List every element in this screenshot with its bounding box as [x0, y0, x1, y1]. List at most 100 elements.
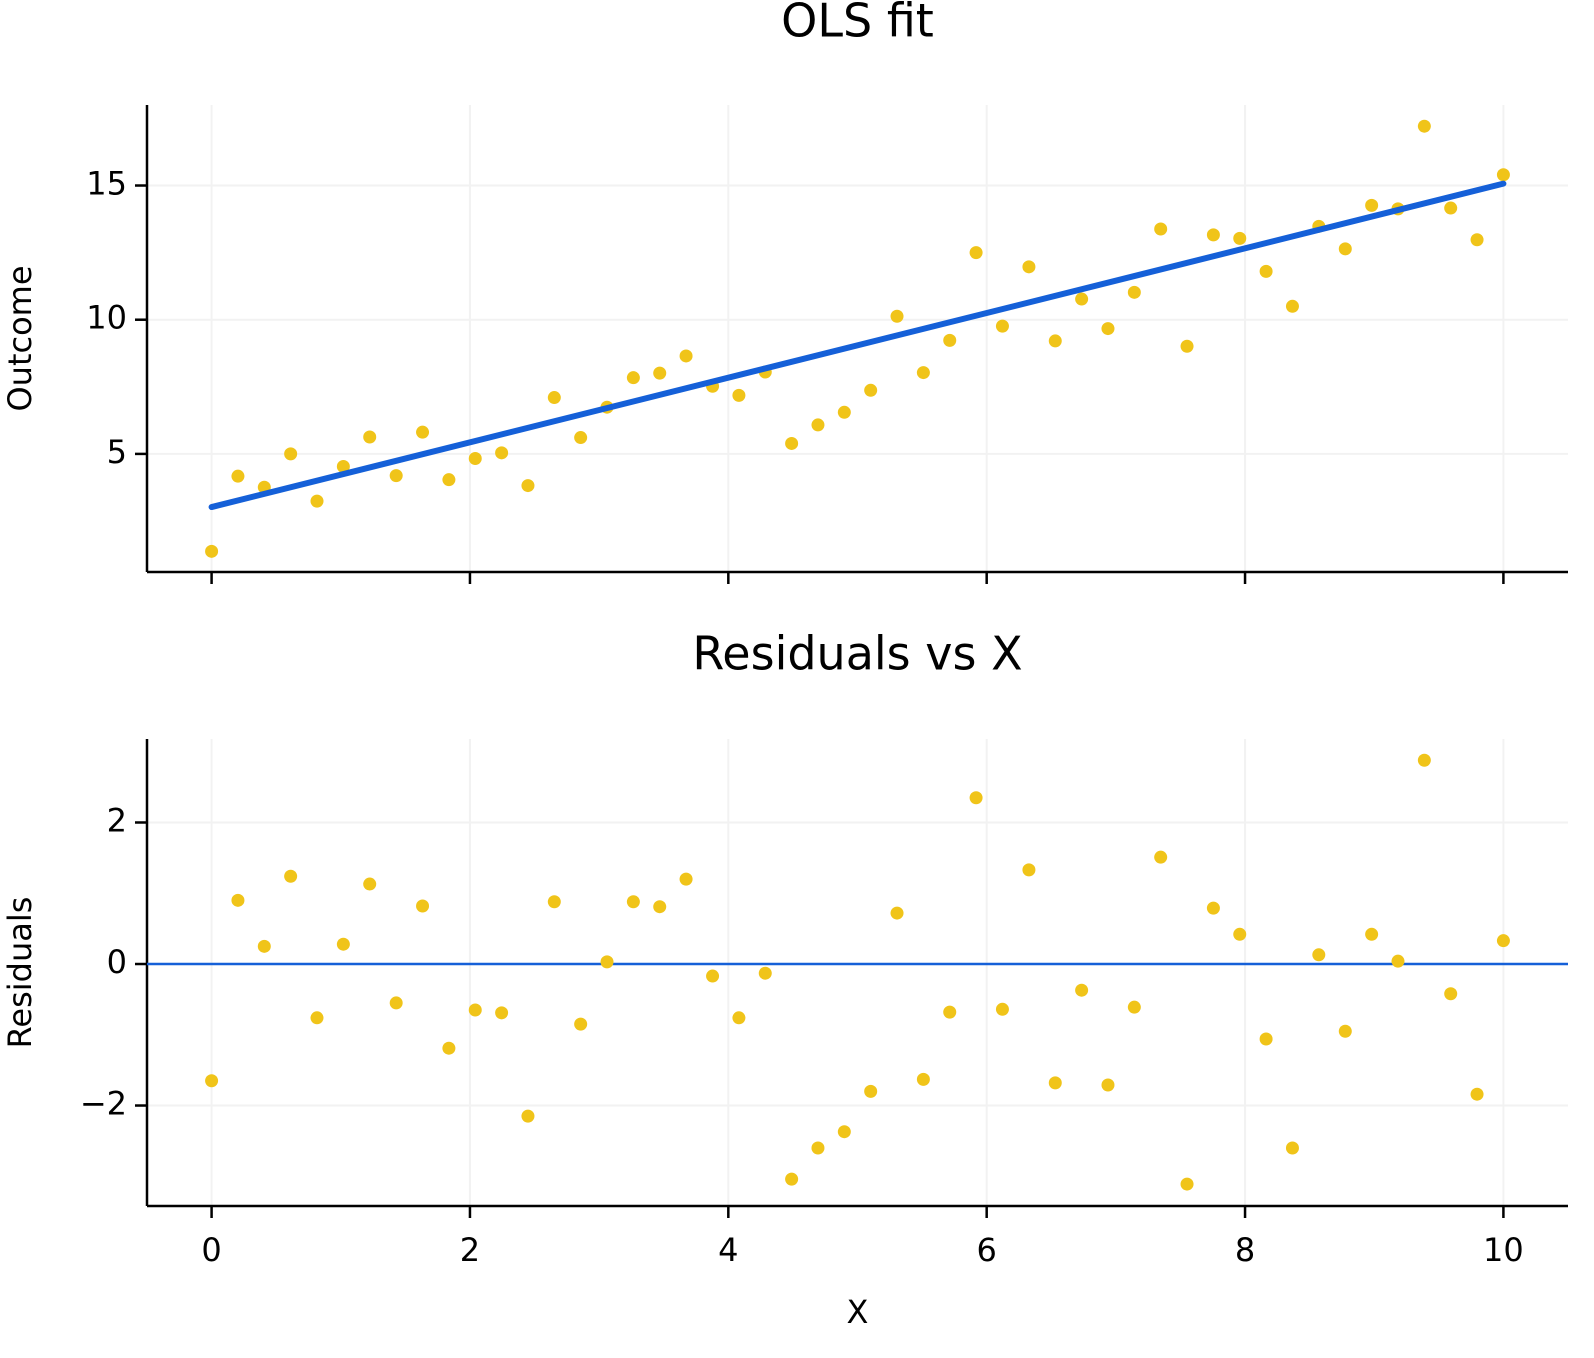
y-tick-label: 0 [107, 943, 127, 981]
point [1417, 119, 1431, 133]
point [231, 893, 245, 907]
point [969, 791, 983, 805]
point [416, 425, 430, 439]
y-axis-label: Residuals [1, 897, 39, 1049]
point [1154, 222, 1168, 236]
point [416, 899, 430, 913]
point [468, 1003, 482, 1017]
point [916, 1072, 930, 1086]
point [310, 1011, 324, 1025]
y-tick-label: −2 [80, 1085, 127, 1123]
point [1470, 1087, 1484, 1101]
point [864, 383, 878, 397]
point [1154, 850, 1168, 864]
point [1206, 228, 1220, 242]
point [732, 1011, 746, 1025]
point [1180, 339, 1194, 353]
point [995, 1002, 1009, 1016]
point [468, 451, 482, 465]
x-tick-label: 2 [460, 1231, 480, 1269]
point [837, 405, 851, 419]
point [916, 366, 930, 380]
point [1259, 264, 1273, 278]
point [205, 544, 219, 558]
point [1365, 927, 1379, 941]
point [811, 1141, 825, 1155]
point [521, 1109, 535, 1123]
y-tick-label: 10 [86, 299, 127, 337]
point [1022, 260, 1036, 274]
chart-title: Residuals vs X [692, 627, 1022, 681]
point [679, 872, 693, 886]
point [653, 900, 667, 914]
point [1127, 1000, 1141, 1014]
point [442, 1041, 456, 1055]
point [1285, 1141, 1299, 1155]
point [363, 430, 377, 444]
point [1444, 987, 1458, 1001]
point [1233, 927, 1247, 941]
point [1444, 201, 1458, 215]
point [758, 966, 772, 980]
point [1101, 1078, 1115, 1092]
x-tick-label: 4 [718, 1231, 738, 1269]
point [943, 1005, 957, 1019]
point [785, 1172, 799, 1186]
point [1496, 168, 1510, 182]
point [626, 371, 640, 385]
x-tick-label: 0 [201, 1231, 221, 1269]
point [495, 446, 509, 460]
point [706, 969, 720, 983]
point [1233, 231, 1247, 245]
point [653, 366, 667, 380]
point [574, 431, 588, 445]
point [547, 895, 561, 909]
y-tick-label: 15 [86, 165, 127, 203]
point [1338, 242, 1352, 256]
point [1022, 863, 1036, 877]
y-axis-label: Outcome [1, 265, 39, 411]
point [547, 391, 561, 405]
point [574, 1017, 588, 1031]
point [1285, 299, 1299, 313]
point [442, 473, 456, 487]
point [495, 1006, 509, 1020]
point [837, 1125, 851, 1139]
point [389, 996, 403, 1010]
chart-title: OLS fit [781, 0, 934, 48]
point [363, 877, 377, 891]
point [1470, 233, 1484, 247]
point [1206, 901, 1220, 915]
point [1180, 1177, 1194, 1191]
point [389, 469, 403, 483]
x-tick-label: 10 [1483, 1231, 1524, 1269]
point [284, 447, 298, 461]
point [1312, 948, 1326, 962]
y-tick-label: 5 [107, 433, 127, 471]
point [1101, 322, 1115, 336]
x-tick-label: 8 [1235, 1231, 1255, 1269]
point [1338, 1024, 1352, 1038]
point [864, 1084, 878, 1098]
point [1391, 954, 1405, 968]
point [1075, 292, 1089, 306]
point [1048, 334, 1062, 348]
point [336, 460, 350, 474]
point [1365, 198, 1379, 212]
point [679, 349, 693, 363]
x-axis-label: X [847, 1293, 869, 1331]
point [969, 246, 983, 260]
point [1259, 1032, 1273, 1046]
y-tick-label: 2 [107, 801, 127, 839]
point [1417, 753, 1431, 767]
point [231, 469, 245, 483]
point [890, 906, 904, 920]
point [890, 309, 904, 323]
point [626, 895, 640, 909]
point [600, 955, 614, 969]
point [1075, 983, 1089, 997]
point [995, 319, 1009, 333]
point [811, 418, 825, 432]
point [785, 436, 799, 450]
